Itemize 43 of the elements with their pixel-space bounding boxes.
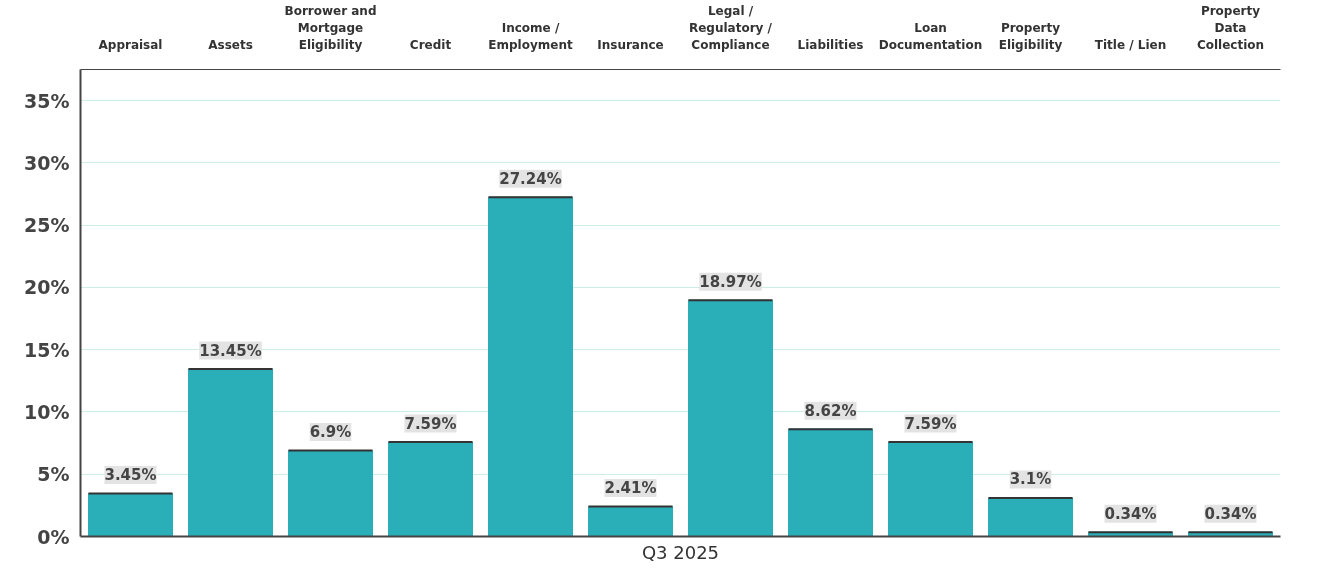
x-tick-label: Legal / Regulatory / Compliance [689,3,773,52]
bar [788,428,873,537]
x-tick-label: Insurance [597,37,664,52]
data-label: 13.45% [199,341,262,360]
x-tick-label: Credit [409,37,452,52]
data-label: 27.24% [499,169,562,188]
data-label: 6.9% [309,423,352,442]
x-tick-label: Loan Documentation [878,20,983,52]
y-tick-label: 15% [24,338,70,361]
data-label: 8.62% [804,401,857,420]
data-label: 7.59% [404,414,457,433]
y-tick-label: 10% [24,400,70,423]
x-tick-label: Property Data Collection [1196,3,1265,52]
x-tick-label: Liabilities [797,37,864,52]
x-tick-label: Assets [208,37,253,52]
x-axis-title: Q3 2025 [641,541,720,563]
x-tick-label: Title / Lien [1094,37,1167,52]
bar [88,493,173,537]
y-tick-label: 0% [37,525,70,548]
y-tick-label: 35% [24,89,70,112]
y-tick-label: 30% [24,151,70,174]
x-tick-label: Appraisal [98,37,163,52]
x-tick-label: Borrower and Mortgage Eligibility [284,3,377,52]
bar [588,505,673,537]
data-label: 3.1% [1009,470,1052,489]
data-label: 0.34% [1204,504,1257,523]
data-label: 3.45% [104,466,157,485]
data-label: 2.41% [604,479,657,498]
bar [988,497,1073,537]
bar [488,196,573,537]
x-tick-label: Property Eligibility [998,20,1063,52]
y-tick-label: 5% [37,463,70,486]
data-label: 18.97% [699,272,762,291]
data-label: 0.34% [1104,504,1157,523]
bar [888,441,973,537]
bar [388,441,473,537]
bar [288,450,373,537]
bar [688,299,773,537]
x-tick-label: Income / Employment [488,20,573,52]
data-label: 7.59% [904,414,957,433]
y-tick-label: 20% [24,276,70,299]
bar [188,368,273,537]
y-tick-label: 25% [24,214,70,237]
